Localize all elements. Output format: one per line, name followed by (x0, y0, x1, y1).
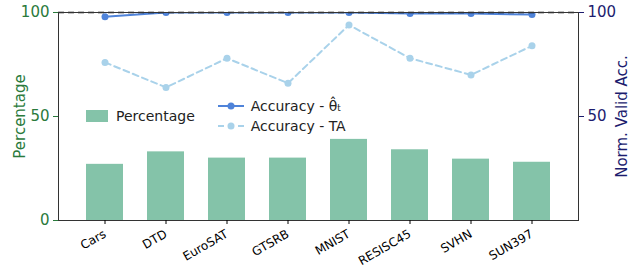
html-text:Accuracy - TA: Accuracy - TA (250, 118, 346, 134)
svg-text:50: 50 (588, 107, 607, 125)
svg-text:0: 0 (40, 211, 50, 229)
svg-text:RESISC45: RESISC45 (356, 227, 414, 268)
svg-text:MNIST: MNIST (313, 226, 353, 257)
svg-text:50: 50 (30, 107, 49, 125)
svg-text:100: 100 (588, 3, 617, 21)
svg-text:GTSRB: GTSRB (249, 227, 291, 259)
html-text:Percentage: Percentage (116, 108, 195, 124)
svg-text:Norm. Valid Acc.: Norm. Valid Acc. (613, 55, 631, 178)
svg-text:EuroSAT: EuroSAT (180, 226, 231, 263)
html-text:Accuracy - θ̂ₜ: Accuracy - θ̂ₜ (250, 98, 342, 114)
svg-text:DTD: DTD (140, 227, 169, 252)
svg-text:SUN397: SUN397 (487, 227, 536, 263)
svg-text:SVHN: SVHN (438, 227, 474, 256)
svg-text:Cars: Cars (78, 227, 108, 253)
svg-text:100: 100 (21, 3, 50, 21)
svg-text:Percentage: Percentage (11, 74, 29, 158)
